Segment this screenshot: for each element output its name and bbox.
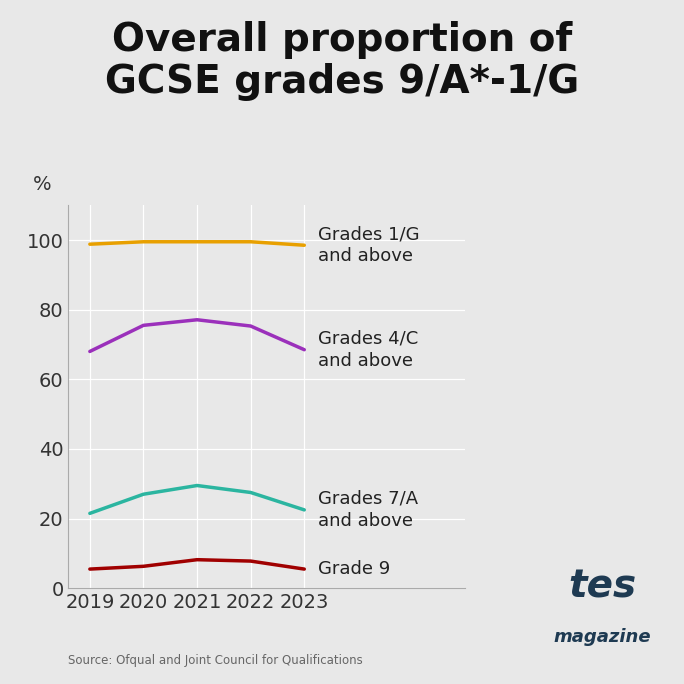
Text: Grades 4/C
and above: Grades 4/C and above [317, 330, 418, 370]
Text: Grades 1/G
and above: Grades 1/G and above [317, 225, 419, 265]
Text: %: % [33, 174, 51, 194]
Text: Source: Ofqual and Joint Council for Qualifications: Source: Ofqual and Joint Council for Qua… [68, 654, 363, 667]
Text: magazine: magazine [553, 629, 650, 646]
Text: Overall proportion of
GCSE grades 9/A*-1/G: Overall proportion of GCSE grades 9/A*-1… [105, 21, 579, 101]
Text: tes: tes [568, 567, 636, 605]
Text: Grade 9: Grade 9 [317, 560, 390, 578]
Text: Grades 7/A
and above: Grades 7/A and above [317, 490, 418, 530]
